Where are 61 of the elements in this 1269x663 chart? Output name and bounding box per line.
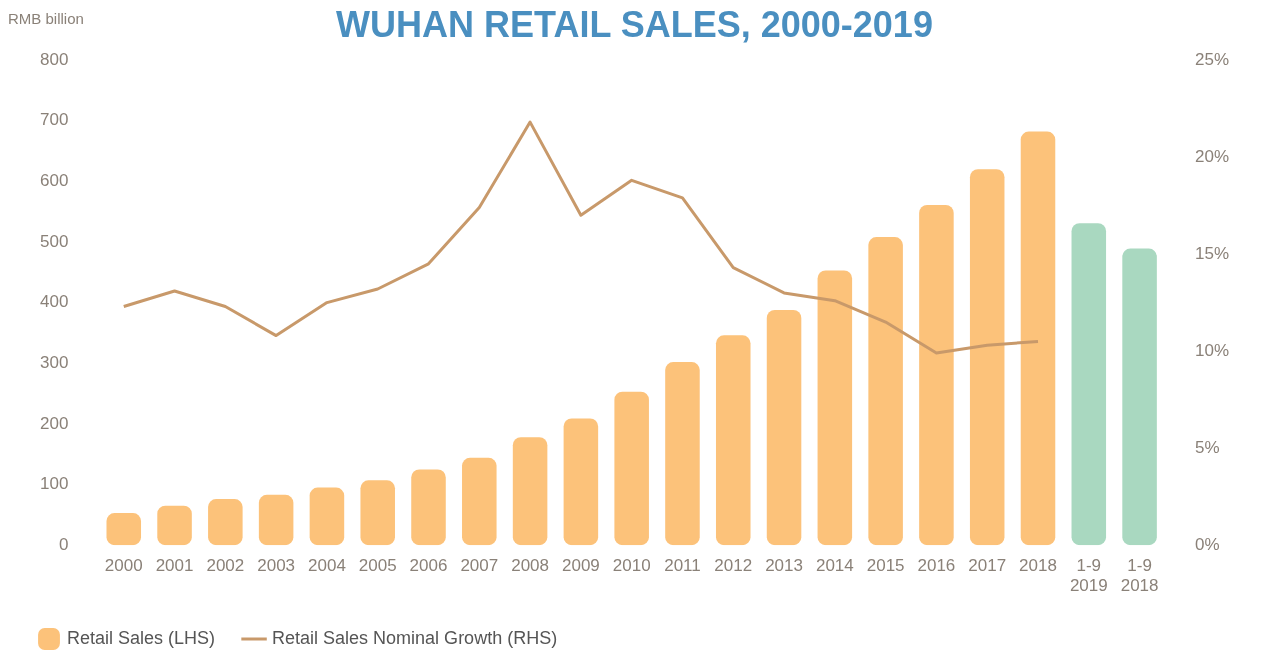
bar [309,487,345,546]
x-tick-label: 2001 [155,556,194,576]
bar [157,505,192,546]
legend-label: Retail Sales (LHS) [67,627,216,648]
x-tick-label: 2012 [714,556,753,576]
y2-tick-label: 25% [1194,49,1230,69]
bar [817,270,853,546]
bar [512,437,548,546]
y-tick-label: 400 [39,292,69,312]
bar [919,204,954,546]
bar [614,391,649,546]
x-tick-label: 2006 [409,556,448,576]
x-tick-label: 2007 [460,556,499,576]
bar [868,237,903,546]
x-tick-label: 2018 [1019,556,1057,576]
x-tick-label: 2008 [511,556,549,576]
x-tick-label: 1-9 2018 [1120,556,1159,596]
y2-tick-label: 0% [1194,534,1220,554]
x-tick-label: 2004 [308,556,346,576]
y2-tick-label: 10% [1194,340,1230,360]
chart-title: WUHAN RETAIL SALES, 2000-2019 [336,4,933,45]
bar [208,499,243,546]
x-tick-label: 2014 [815,556,854,576]
y-tick-label: 600 [39,170,69,190]
bar [1020,131,1056,546]
y-axis-title: RMB billion [8,9,84,27]
x-tick-label: 2009 [561,556,600,576]
bar [1122,248,1157,546]
x-tick-label: 2003 [257,556,296,576]
y-tick-label: 100 [39,474,69,494]
bar [411,469,446,546]
y-tick-label: 700 [39,110,69,130]
y2-tick-label: 5% [1194,437,1220,457]
bar [106,513,142,546]
x-tick-label: 2013 [765,556,803,576]
x-tick-label: 2015 [866,556,905,576]
y2-tick-label: 20% [1194,146,1230,166]
bar [665,362,700,546]
x-tick-label: 2011 [664,556,701,576]
bar [1071,223,1107,546]
x-tick-label: 2016 [917,556,956,576]
x-tick-label: 2002 [206,556,245,576]
legend-label: Retail Sales Nominal Growth (RHS) [272,627,558,648]
bar [715,335,751,546]
x-tick-label: 2017 [968,556,1007,576]
x-tick-label: 1-9 2019 [1069,556,1108,596]
y2-tick-label: 15% [1194,243,1230,263]
x-tick-label: 2000 [104,556,143,576]
y-tick-label: 200 [39,413,69,433]
bar [563,418,599,546]
y-tick-label: 300 [39,352,69,372]
y-tick-label: 0 [58,534,69,554]
bar [969,169,1005,546]
bar [766,309,802,546]
bar [258,494,294,546]
y-tick-label: 500 [39,231,69,251]
bar [360,480,395,546]
x-tick-label: 2010 [612,556,651,576]
y-tick-label: 800 [39,49,69,69]
bar [462,457,497,546]
x-tick-label: 2005 [358,556,397,576]
